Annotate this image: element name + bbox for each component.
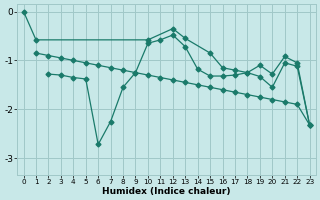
X-axis label: Humidex (Indice chaleur): Humidex (Indice chaleur) xyxy=(102,187,231,196)
